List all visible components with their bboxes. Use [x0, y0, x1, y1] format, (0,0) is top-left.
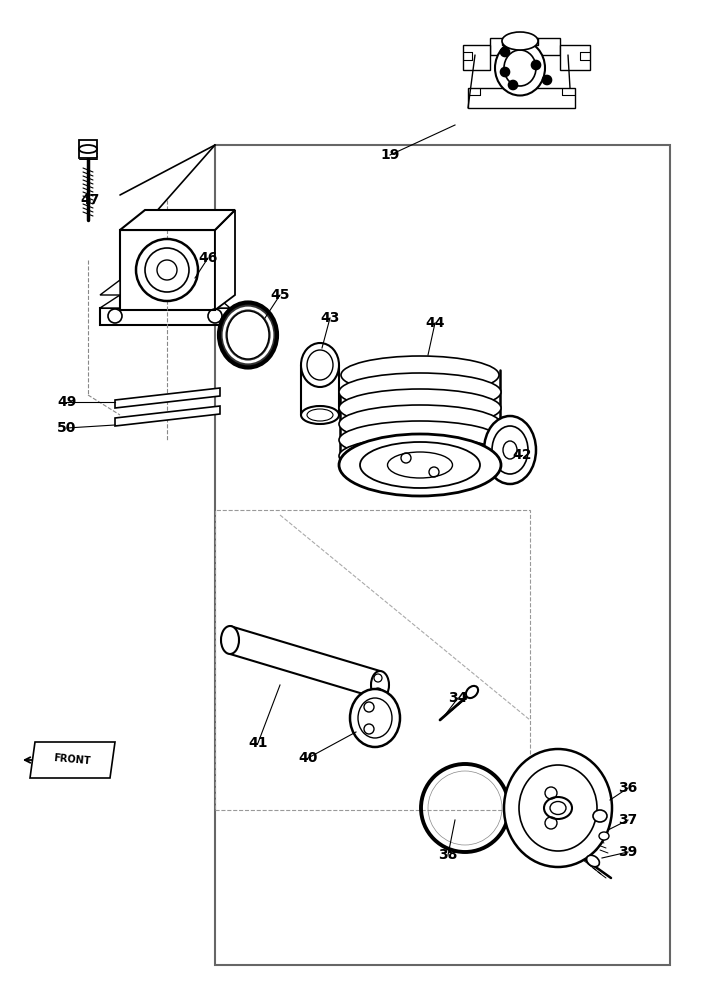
Ellipse shape — [339, 389, 501, 427]
Circle shape — [532, 60, 541, 70]
Polygon shape — [502, 38, 538, 45]
Ellipse shape — [466, 686, 478, 698]
Ellipse shape — [307, 409, 333, 421]
Ellipse shape — [360, 442, 480, 488]
Text: 40: 40 — [298, 751, 318, 765]
Ellipse shape — [157, 260, 177, 280]
Text: 49: 49 — [57, 395, 77, 409]
Ellipse shape — [307, 350, 333, 380]
Ellipse shape — [544, 797, 572, 819]
Polygon shape — [115, 406, 220, 426]
Polygon shape — [120, 230, 215, 310]
Text: 41: 41 — [249, 736, 268, 750]
Polygon shape — [215, 210, 235, 310]
Circle shape — [508, 81, 517, 90]
Text: 36: 36 — [618, 781, 638, 795]
Ellipse shape — [519, 765, 597, 851]
Text: 38: 38 — [439, 848, 458, 862]
Polygon shape — [30, 742, 115, 778]
Ellipse shape — [301, 343, 339, 387]
Ellipse shape — [358, 698, 392, 738]
Ellipse shape — [221, 626, 239, 654]
Ellipse shape — [504, 749, 612, 867]
Text: 50: 50 — [57, 421, 77, 435]
Ellipse shape — [79, 145, 97, 153]
Polygon shape — [100, 280, 120, 295]
Ellipse shape — [387, 452, 453, 478]
Text: 43: 43 — [320, 311, 340, 325]
Polygon shape — [120, 210, 235, 230]
Text: FRONT: FRONT — [53, 753, 91, 767]
Ellipse shape — [145, 248, 189, 292]
Text: 47: 47 — [80, 193, 100, 207]
Polygon shape — [560, 45, 590, 70]
Ellipse shape — [339, 434, 501, 496]
Ellipse shape — [593, 810, 607, 822]
Ellipse shape — [504, 50, 536, 86]
Polygon shape — [100, 295, 230, 308]
Ellipse shape — [371, 671, 389, 699]
Bar — [215, 510, 530, 810]
Text: 19: 19 — [380, 148, 400, 162]
Text: 46: 46 — [199, 251, 218, 265]
Ellipse shape — [339, 373, 501, 411]
Ellipse shape — [301, 406, 339, 424]
Ellipse shape — [495, 40, 545, 96]
Ellipse shape — [341, 356, 499, 394]
Ellipse shape — [339, 437, 501, 475]
Text: 37: 37 — [618, 813, 638, 827]
Polygon shape — [463, 45, 490, 70]
Text: 34: 34 — [448, 691, 467, 705]
Circle shape — [501, 47, 510, 56]
Ellipse shape — [350, 689, 400, 747]
Polygon shape — [100, 308, 230, 325]
Polygon shape — [115, 388, 220, 408]
Bar — [79, 140, 97, 158]
Ellipse shape — [484, 416, 536, 484]
Ellipse shape — [227, 311, 269, 359]
Ellipse shape — [339, 405, 501, 443]
Text: 45: 45 — [270, 288, 290, 302]
Polygon shape — [468, 88, 575, 108]
Ellipse shape — [586, 855, 599, 867]
Text: 39: 39 — [618, 845, 638, 859]
Circle shape — [543, 76, 551, 85]
Bar — [215, 145, 670, 965]
Ellipse shape — [503, 441, 517, 459]
Text: 44: 44 — [425, 316, 445, 330]
Text: 42: 42 — [513, 448, 532, 462]
Ellipse shape — [492, 426, 528, 474]
Circle shape — [501, 68, 510, 77]
Polygon shape — [490, 38, 560, 55]
Ellipse shape — [136, 239, 198, 301]
Ellipse shape — [599, 832, 609, 840]
Ellipse shape — [219, 302, 277, 367]
Ellipse shape — [339, 421, 501, 459]
Ellipse shape — [550, 802, 566, 814]
Ellipse shape — [502, 32, 538, 50]
